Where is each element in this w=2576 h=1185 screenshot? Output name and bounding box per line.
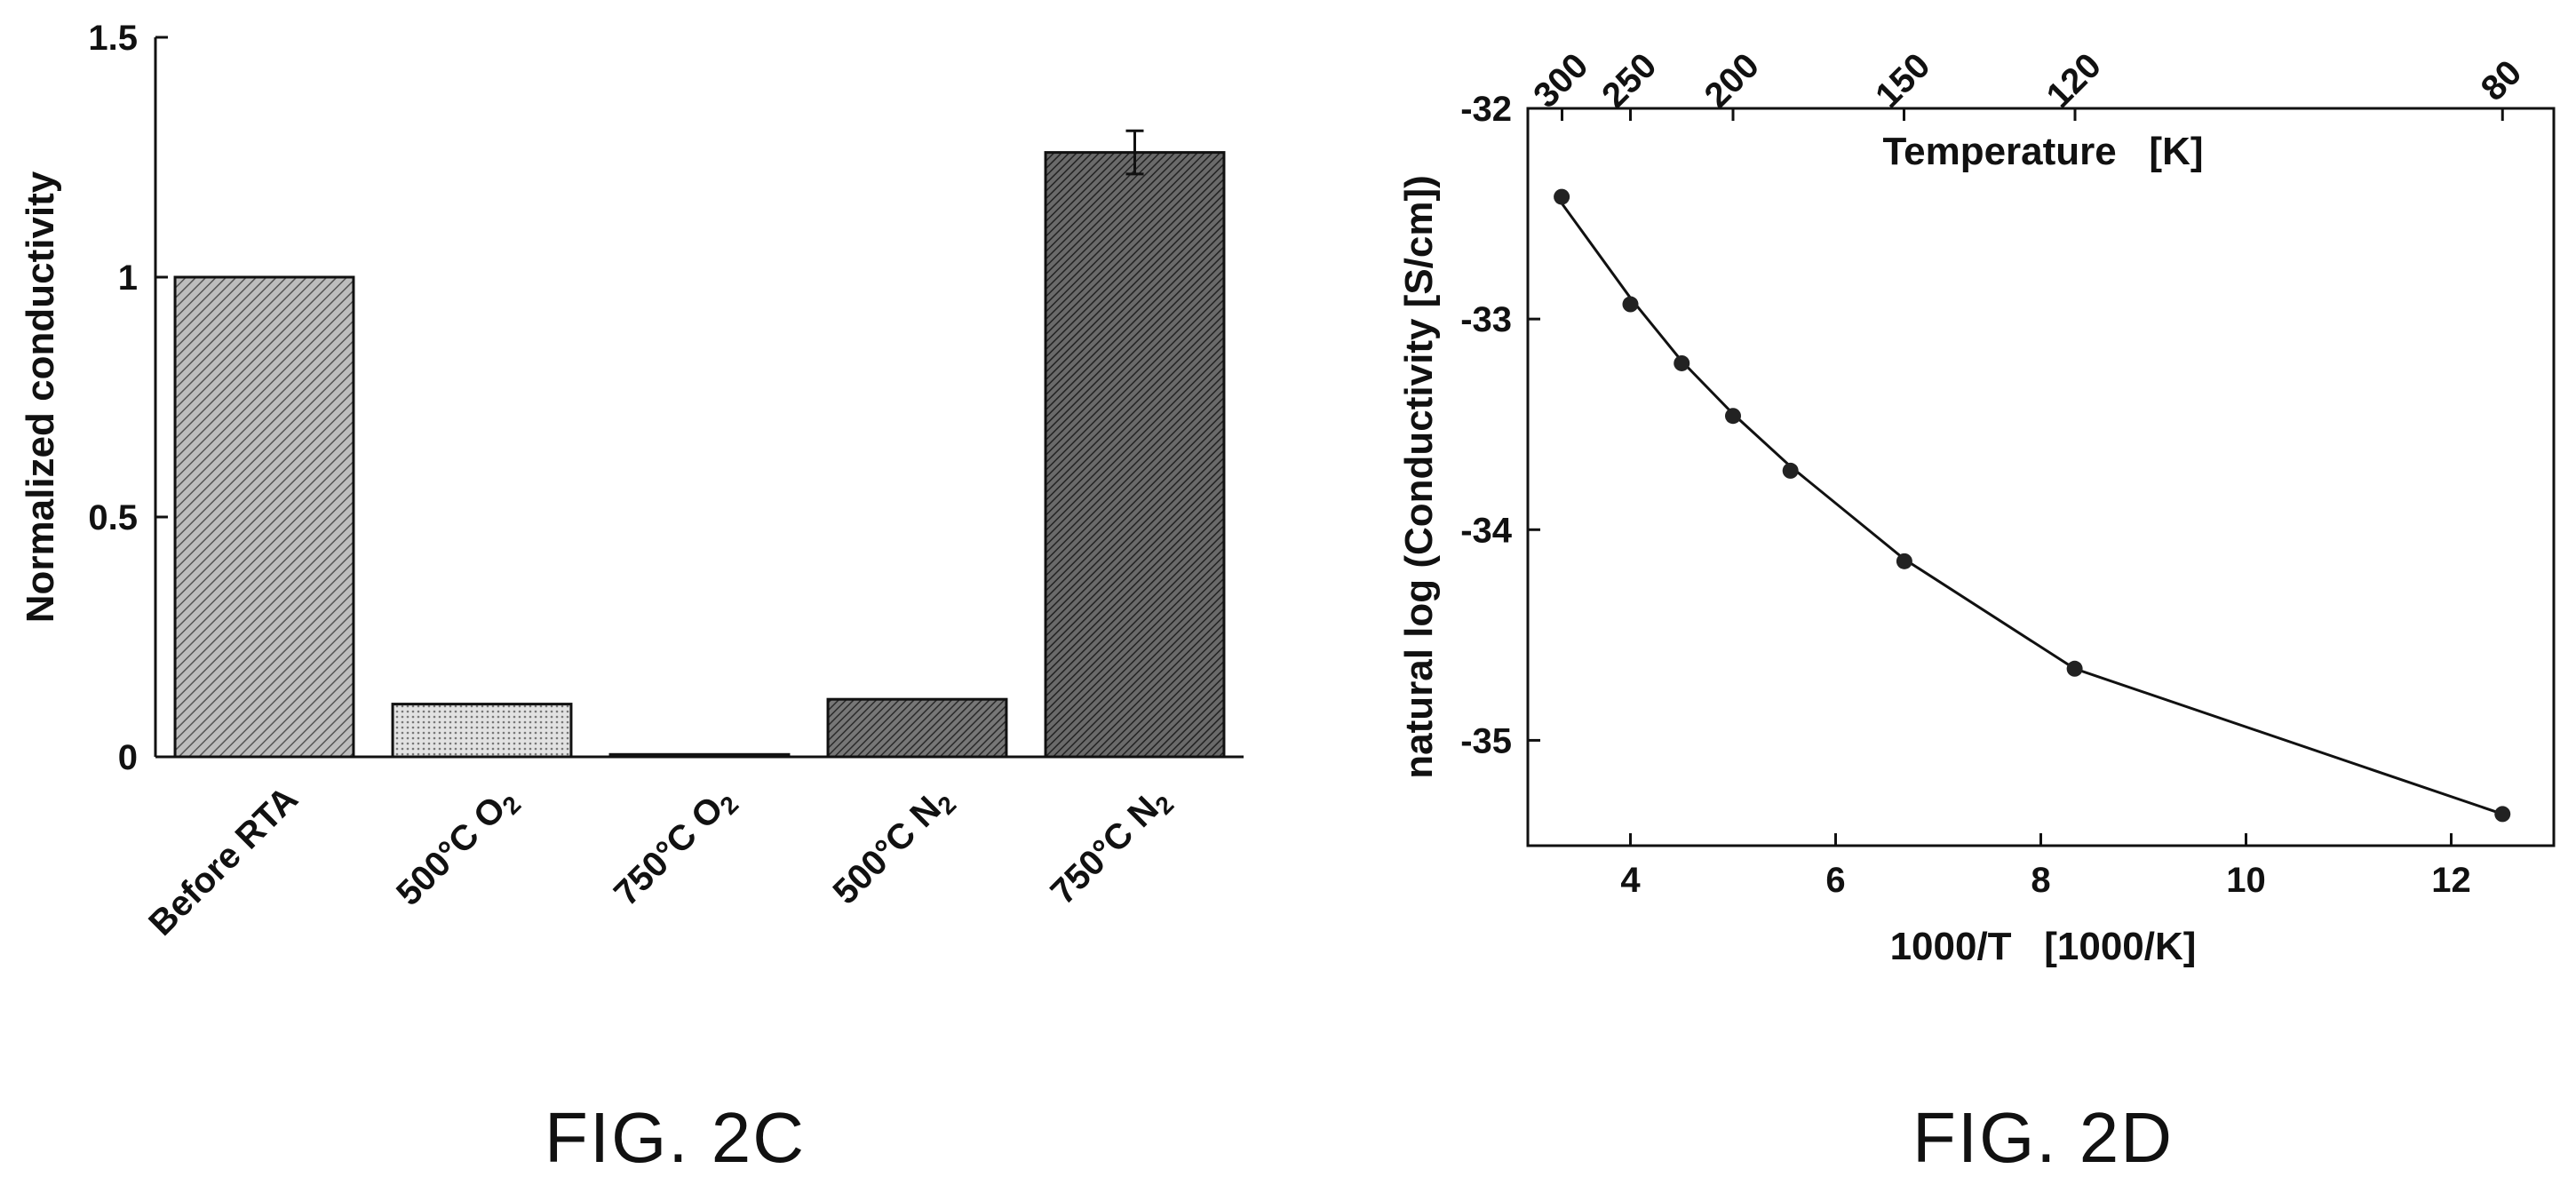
line-y-tick-label: -35 — [1460, 721, 1512, 760]
data-point — [1725, 408, 1741, 425]
bar-x-tick-label: 500°C N2 — [826, 779, 962, 915]
bar-y-tick-label: 0 — [118, 738, 138, 777]
bar-x-tick-labels: Before RTA 500°C O2 750°C O2 500°C N2 750°C … — [141, 779, 1179, 943]
bar-bars — [173, 129, 1226, 759]
line-y-tick-label: -33 — [1460, 300, 1512, 339]
line-x-tick-label: 10 — [2226, 861, 2266, 900]
data-point — [1896, 553, 1912, 569]
bar-x-tick-label-main: 500°C O — [389, 789, 513, 913]
line-y-ticks: -32 -33 -34 -35 — [1460, 90, 1540, 760]
line-x-tick-label: 6 — [1825, 861, 1845, 900]
data-point — [1622, 296, 1639, 313]
bar-x-tick-label: 750°C N2 — [1044, 779, 1180, 915]
bar-x-tick-label-main: 500°C N — [826, 789, 949, 911]
data-point — [1674, 354, 1690, 371]
data-point — [2066, 660, 2083, 677]
line-x-ticks: 4 6 8 10 12 — [1620, 833, 2471, 900]
fig-2d-caption: FIG. 2D — [1912, 1098, 2174, 1177]
data-point — [1782, 462, 1799, 479]
bar-x-tick-label: Before RTA — [141, 779, 306, 943]
fig-2c-caption: FIG. 2C — [545, 1098, 806, 1177]
line-top-tick-label: 150 — [1868, 46, 1937, 115]
bar-x-tick-label-main: 750°C O — [607, 789, 731, 913]
line-top-axis-title: Temperature [K] — [1882, 130, 2203, 173]
line-top-tick-label: 300 — [1526, 46, 1595, 115]
bar — [608, 752, 791, 759]
line-x-tick-label: 12 — [2431, 861, 2471, 900]
line-top-tick-label: 200 — [1697, 46, 1767, 115]
bar-y-tick-label: 0.5 — [88, 498, 138, 537]
line-y-tick-label: -32 — [1460, 90, 1512, 129]
bar-y-axis-title: Normalized conductivity — [19, 171, 62, 623]
bar-x-tick-label: 750°C O2 — [607, 779, 743, 916]
line-x-axis-title: 1000/T [1000/K] — [1890, 925, 2197, 968]
line-top-tick-label: 120 — [2039, 46, 2109, 115]
bar — [173, 275, 355, 759]
bar-y-tick-label: 1.5 — [88, 19, 138, 58]
line-top-tick-label: 250 — [1594, 46, 1664, 115]
data-point — [1554, 188, 1570, 205]
bar — [391, 703, 573, 759]
line-plot-frame — [1526, 107, 2556, 847]
line-series — [1554, 188, 2511, 823]
line-x-tick-label: 4 — [1620, 861, 1641, 900]
bar-x-tick-label-main: Before RTA — [141, 779, 306, 943]
bar-x-tick-label: 500°C O2 — [389, 779, 526, 916]
bar-chart: 0 0.5 1 1.5 Before RTA 500°C O2 750°C O2 500°C… — [19, 19, 1244, 1177]
bar-y-ticks: 0 0.5 1 1.5 — [88, 19, 168, 777]
line-y-tick-label: -34 — [1460, 511, 1513, 550]
bar — [1044, 151, 1226, 759]
bar-y-tick-label: 1 — [118, 258, 138, 298]
line-y-axis-title: natural log (Conductivity [S/cm]) — [1397, 175, 1441, 779]
bar — [826, 697, 1008, 759]
data-point — [2494, 806, 2511, 823]
line-x-tick-label: 8 — [2031, 861, 2050, 900]
line-top-tick-label: 80 — [2474, 53, 2530, 109]
fit-line — [1560, 202, 2503, 815]
bar-x-tick-label-main: 750°C N — [1044, 789, 1166, 911]
